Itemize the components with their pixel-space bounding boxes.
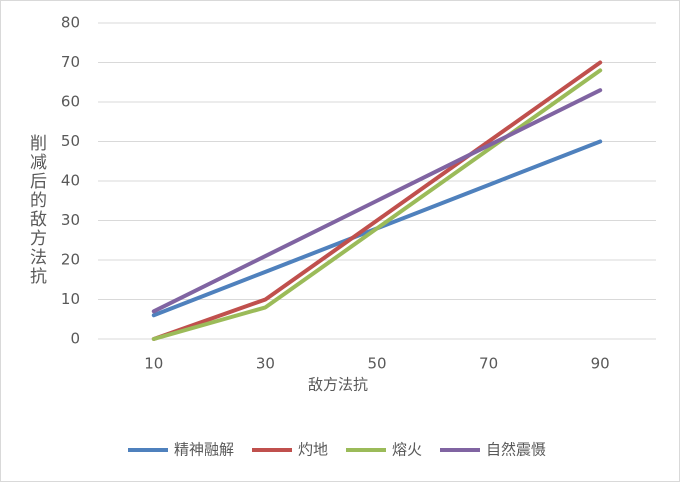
y-axis-title: 削减后的敌方法抗 <box>26 134 47 286</box>
y-tick-label: 10 <box>61 290 80 308</box>
legend-label: 熔火 <box>392 441 422 459</box>
legend-label: 灼地 <box>298 441 328 459</box>
x-tick-label: 50 <box>367 355 386 373</box>
y-tick-label: 0 <box>70 330 80 348</box>
y-tick-label: 60 <box>61 93 80 111</box>
x-tick-label: 10 <box>144 355 163 373</box>
x-axis-title: 敌方法抗 <box>308 376 368 394</box>
y-tick-label: 30 <box>61 211 80 229</box>
x-tick-label: 30 <box>256 355 275 373</box>
series-line <box>151 68 603 341</box>
x-tick-label: 90 <box>591 355 610 373</box>
x-tick-label: 70 <box>479 355 498 373</box>
y-tick-label: 70 <box>61 53 80 71</box>
y-tick-label: 80 <box>61 14 80 32</box>
y-tick-label: 40 <box>61 172 80 190</box>
series-line <box>151 60 603 341</box>
y-tick-label: 50 <box>61 132 80 150</box>
legend-label: 精神融解 <box>174 441 234 459</box>
series-line <box>151 88 603 314</box>
legend-label: 自然震慑 <box>486 441 546 459</box>
y-tick-label: 20 <box>61 251 80 269</box>
